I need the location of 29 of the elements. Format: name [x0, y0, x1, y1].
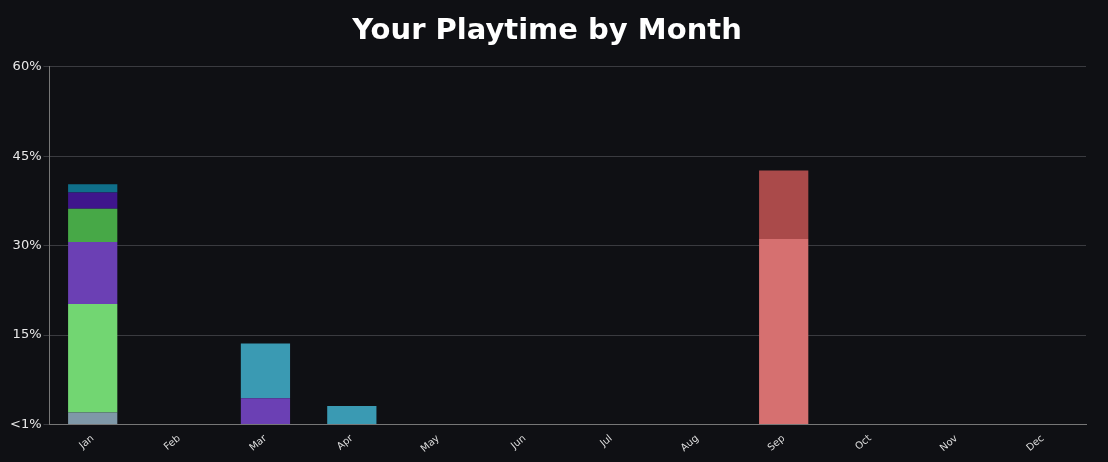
bar	[68, 412, 118, 425]
x-tick-label: Dec	[1023, 432, 1046, 454]
bar	[68, 304, 118, 413]
bar	[68, 242, 118, 305]
x-tick-label: Jan	[76, 432, 96, 452]
x-tick-label: Apr	[334, 431, 356, 452]
x-tick-label: Oct	[852, 432, 874, 452]
bar	[240, 343, 291, 399]
bar	[759, 170, 809, 240]
bar	[759, 239, 809, 425]
x-tick-label: Mar	[246, 431, 270, 453]
x-tick-label: Sep	[765, 432, 787, 453]
x-tick-label: Aug	[678, 432, 701, 454]
y-tick-label: 60%	[12, 58, 42, 74]
y-tick-label: 30%	[12, 237, 42, 253]
y-tick-label: <1%	[9, 415, 42, 431]
x-tick-label: May	[418, 432, 442, 454]
bar	[68, 192, 118, 209]
x-tick-label: Feb	[161, 432, 183, 452]
bar	[240, 398, 291, 425]
y-tick-label: 45%	[12, 147, 42, 163]
bar	[68, 184, 118, 193]
x-tick-label: Jun	[507, 432, 528, 452]
x-tick-label: Jul	[596, 432, 614, 450]
chart-title: Your Playtime by Month	[351, 11, 742, 46]
bar	[68, 208, 118, 243]
x-tick-label: Nov	[937, 432, 960, 454]
y-tick-label: 15%	[12, 326, 42, 342]
bar	[327, 406, 377, 425]
